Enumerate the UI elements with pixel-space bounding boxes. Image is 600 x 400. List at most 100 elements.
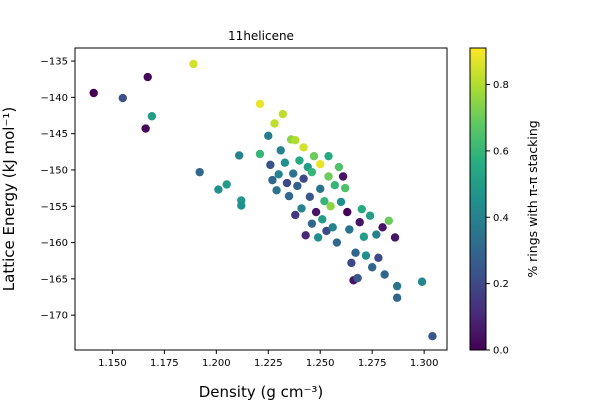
x-tick-label: 1.175 (150, 358, 179, 369)
data-point (89, 88, 98, 98)
data-point (324, 151, 333, 161)
data-point (390, 233, 400, 242)
x-tick-label: 1.250 (306, 358, 335, 369)
x-tick-label: 1.200 (202, 358, 231, 369)
colorbar-tick-label: 0.8 (493, 80, 509, 91)
data-point (274, 170, 283, 179)
data-point (214, 185, 223, 194)
y-tick-label: −135 (41, 57, 68, 68)
data-point (417, 277, 427, 286)
data-point (255, 99, 265, 109)
colorbar (469, 47, 487, 351)
data-point (336, 197, 346, 207)
data-point (380, 270, 389, 279)
x-axis-label: Density (g cm⁻³) (199, 383, 324, 400)
data-point (222, 180, 231, 189)
data-point (347, 258, 356, 268)
data-point (234, 151, 244, 160)
data-point (361, 251, 371, 260)
data-point (316, 184, 325, 194)
data-point (311, 207, 321, 217)
data-point (189, 59, 198, 69)
colorbar-tick-label: 0.2 (493, 279, 509, 290)
data-point (237, 201, 246, 210)
data-point (289, 169, 298, 178)
x-tick-label: 1.275 (358, 358, 387, 369)
data-point (345, 225, 354, 234)
data-point (141, 124, 150, 133)
y-axis-label: Lattice Energy (kJ mol⁻¹) (0, 107, 18, 291)
y-tick-label: −160 (41, 238, 68, 249)
data-point (328, 223, 337, 232)
data-point (392, 293, 402, 302)
colorbar-ticks: 0.0 0.2 0.4 0.6 0.8 (486, 80, 509, 357)
data-point (282, 178, 292, 188)
data-point (357, 204, 366, 214)
y-tick-label: −140 (41, 93, 68, 104)
data-point (332, 238, 342, 247)
data-point (276, 146, 285, 155)
colorbar-label: % rings with π-π stacking (525, 120, 540, 277)
data-point (307, 219, 317, 228)
data-point (392, 281, 402, 291)
data-point (147, 112, 157, 121)
data-point (313, 233, 323, 242)
x-tick-label: 1.300 (410, 358, 439, 369)
x-tick-label: 1.150 (98, 358, 127, 369)
data-point (326, 202, 335, 211)
data-point (374, 253, 383, 263)
plot-frame (74, 47, 448, 351)
data-point (270, 119, 279, 128)
data-point (330, 181, 339, 190)
data-point (295, 156, 304, 165)
y-axis-ticks: −135 −140 −145 −150 −155 −160 −165 −170 (41, 57, 75, 322)
data-point (351, 248, 360, 257)
data-point (372, 230, 381, 239)
data-point (338, 172, 348, 181)
data-point (305, 192, 315, 202)
data-point (299, 143, 308, 152)
data-point (353, 273, 362, 283)
data-point (320, 196, 329, 206)
data-point (355, 218, 364, 227)
data-point (365, 211, 375, 220)
data-point (284, 191, 294, 201)
colorbar-tick-label: 0.0 (493, 346, 509, 357)
data-point (318, 215, 327, 224)
data-point (264, 131, 273, 141)
data-point (297, 204, 306, 213)
data-point (340, 183, 350, 193)
data-point (367, 263, 377, 272)
data-point (334, 162, 344, 172)
y-tick-label: −170 (41, 311, 68, 322)
x-tick-label: 1.225 (254, 358, 283, 369)
data-point (428, 332, 437, 341)
data-point (143, 72, 152, 82)
data-point (309, 151, 319, 161)
data-point (195, 167, 204, 177)
y-tick-label: −150 (41, 165, 68, 176)
data-point (316, 159, 325, 169)
y-tick-label: −155 (41, 202, 68, 213)
data-point (255, 149, 265, 159)
data-point (343, 207, 352, 217)
data-point (291, 210, 300, 220)
data-point (322, 226, 331, 236)
data-point (324, 172, 333, 181)
chart-title: 11helicene (228, 29, 294, 43)
data-point (293, 181, 302, 191)
colorbar-tick-label: 0.6 (493, 146, 509, 157)
data-point (301, 231, 310, 240)
data-point (299, 174, 308, 183)
y-tick-label: −165 (41, 274, 68, 285)
data-point (118, 93, 127, 103)
x-axis-ticks: 1.150 1.175 1.200 1.225 1.250 1.275 1.300 (98, 350, 438, 369)
colorbar-tick-label: 0.4 (493, 213, 509, 224)
data-point (378, 223, 387, 232)
data-point (384, 216, 394, 225)
data-point (359, 232, 369, 241)
data-point (266, 160, 275, 170)
data-point (291, 135, 300, 145)
data-point (268, 175, 277, 185)
